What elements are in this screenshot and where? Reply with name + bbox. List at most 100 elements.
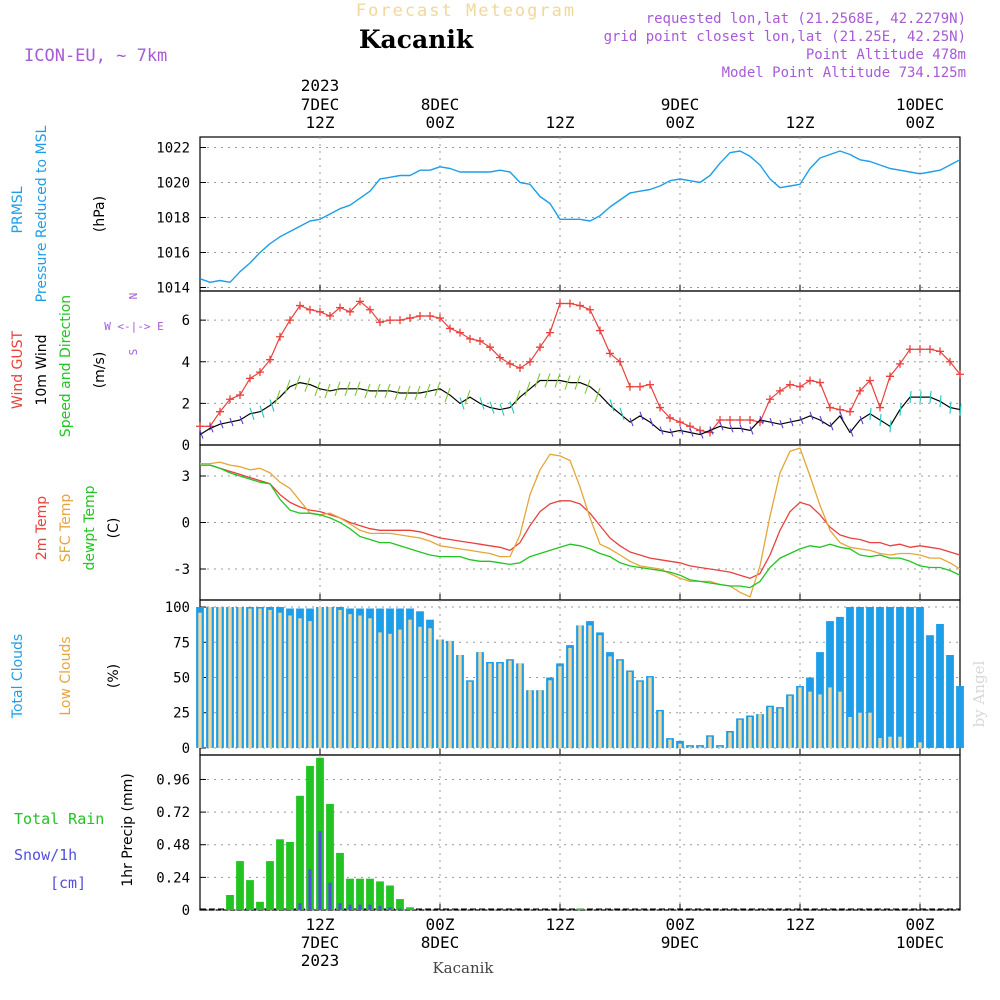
low-cloud-bar (478, 652, 482, 748)
wind-arrow (799, 415, 804, 425)
low-cloud-bar (258, 608, 262, 748)
low-cloud-bar (348, 614, 352, 748)
temp-2m-label: 2m Temp (34, 496, 50, 560)
watermark: by Angel (970, 660, 988, 727)
low-cloud-bar (748, 717, 752, 748)
wind-arrow (199, 430, 204, 439)
low-cloud-bar (818, 694, 822, 748)
wind-arrow (719, 422, 724, 431)
top-axis-date-label: 8DEC (421, 95, 460, 114)
wind-gust-marker (886, 372, 894, 381)
wind-arrow (739, 424, 744, 433)
wind-gust-marker (506, 359, 514, 368)
bottom-axis-hour-label: 12Z (306, 915, 335, 934)
snow-bar (368, 904, 372, 910)
footer-location: Kacanik (432, 959, 494, 977)
wind-gust-marker (306, 305, 314, 314)
low-cloud-bar (628, 671, 632, 748)
total-cloud-bar (856, 607, 864, 748)
wind-arrow (294, 375, 301, 390)
wind-gust-marker (406, 314, 414, 323)
top-axis-hour-label: 12Z (546, 113, 575, 132)
wind-gust-marker (296, 301, 304, 310)
wind-gust-marker (426, 311, 434, 320)
rain-bar (576, 908, 584, 910)
wind-gust-marker (856, 386, 864, 395)
y-tick-label: 100 (165, 600, 190, 616)
wind-arrow (544, 373, 551, 388)
total-cloud-bar (876, 607, 884, 748)
total-cloud-bar (926, 635, 934, 748)
wind-gust-marker (906, 345, 914, 354)
snow-bar (338, 903, 342, 910)
wind-arrow (384, 383, 391, 399)
wind-arrow (394, 385, 401, 401)
y-tick-label: 0 (182, 438, 190, 454)
wind-gust-marker (236, 391, 244, 400)
total-cloud-bar (886, 607, 894, 748)
low-clouds-label: Low Clouds (58, 636, 74, 715)
point-altitude: Point Altitude 478m (806, 47, 966, 63)
total-cloud-bar (936, 624, 944, 748)
wind-arrow (364, 383, 371, 399)
wind-gust-marker (776, 386, 784, 395)
wind-gust-marker (896, 359, 904, 368)
wind-gust-marker (536, 343, 544, 352)
wind-arrow (959, 403, 962, 416)
low-cloud-bar (398, 629, 402, 748)
low-cloud-bar (588, 625, 592, 748)
y-tick-label: 2 (182, 396, 190, 412)
wind-arrow (699, 430, 704, 439)
temp-labels: 2m Temp SFC Temp dewpt Temp (C) (34, 485, 122, 570)
low-cloud-bar (338, 609, 342, 748)
wind-gust-marker (276, 332, 284, 341)
low-cloud-bar (658, 711, 662, 748)
rain-bar (346, 878, 354, 910)
wind-gust-marker (416, 311, 424, 320)
wind-arrow (759, 415, 764, 425)
wind-gust-marker (446, 324, 454, 333)
snow-bar (328, 882, 332, 910)
location-title: Kacanik (359, 25, 474, 54)
wind-arrow (499, 403, 505, 416)
low-cloud-bar (808, 691, 812, 748)
wind-arrow (779, 419, 784, 429)
y-tick-label: -3 (173, 562, 190, 578)
wind-arrow (344, 381, 351, 396)
wind-gust-marker (366, 305, 374, 314)
rain-bar (226, 895, 234, 910)
total-cloud-bar (906, 607, 914, 748)
top-axis-year-label: 2023 (301, 76, 340, 95)
y-tick-label: 3 (182, 469, 190, 485)
wind-gust-marker (386, 316, 394, 325)
low-cloud-bar (568, 647, 572, 748)
low-cloud-bar (518, 663, 522, 748)
wind-gust-marker (496, 353, 504, 362)
low-cloud-bar (708, 736, 712, 748)
wind-arrow (554, 373, 561, 388)
wind-gust-marker (646, 380, 654, 389)
wind-arrow (374, 383, 381, 399)
wind-arrow (629, 417, 634, 427)
rain-bar (306, 765, 314, 910)
wind-gust-marker (956, 370, 964, 379)
wind-arrow (424, 383, 431, 399)
wind-gust-marker (266, 355, 274, 364)
wind-arrow (564, 375, 571, 390)
top-axis-date-label: 9DEC (661, 95, 700, 114)
wind-arrow (909, 391, 912, 404)
low-cloud-bar (558, 666, 562, 748)
temp-unit: (C) (106, 518, 122, 539)
wind-gust-marker (346, 307, 354, 316)
wind-arrow (249, 407, 255, 420)
wind-arrow (229, 417, 234, 427)
wind-arrow (949, 401, 952, 414)
low-cloud-bar (358, 615, 362, 748)
total-cloud-bar (896, 607, 904, 748)
pressure-labels: PRMSL Pressure Reduced to MSL (hPa) (10, 125, 108, 302)
prmsl-label: PRMSL (10, 186, 26, 233)
low-cloud-bar (488, 663, 492, 748)
rain-bar (256, 901, 264, 910)
wind-arrow (304, 377, 311, 392)
wind-arrow (334, 381, 341, 396)
